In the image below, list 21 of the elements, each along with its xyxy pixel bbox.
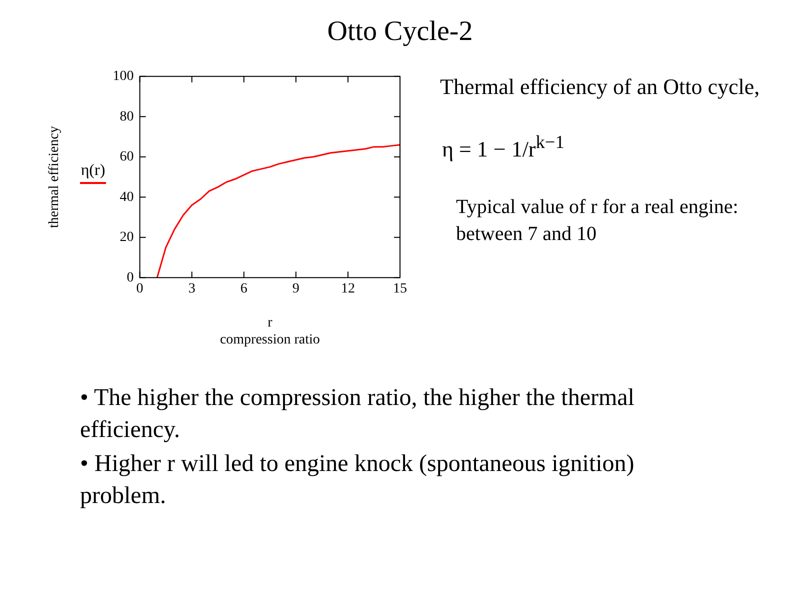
text: • The higher the compression ratio, the higher the thermal efficiency. — [80, 384, 636, 446]
x-tick-label: 0 — [136, 282, 144, 297]
text: Typical value of r for a real engine: between 7 and 10 — [456, 195, 740, 247]
y-tick-label: 0 — [126, 270, 134, 286]
x-tick-label: 12 — [340, 282, 355, 297]
y-tick-label: 40 — [120, 190, 134, 205]
text: • Higher r will led to engine knock (spontaneous ignition) problem. — [80, 450, 636, 512]
y-tick-label: 60 — [120, 150, 134, 165]
x-tick-label: 6 — [240, 282, 248, 297]
x-tick-label: 15 — [393, 282, 407, 297]
text: Thermal efficiency of an Otto cycle, — [440, 73, 761, 101]
text: η = 1 − 1/r$^{k−1}$ — [442, 131, 566, 164]
x-axis-title: r compression ratio — [220, 315, 320, 348]
y-axis-title: thermal efficiency — [47, 126, 62, 228]
y-tick-label: 100 — [112, 69, 134, 84]
x-tick-label: 9 — [292, 282, 300, 297]
x-tick-label: 3 — [188, 282, 196, 297]
y-tick-label: 20 — [120, 230, 134, 246]
y-tick-label: 80 — [120, 109, 134, 124]
text: η(r) — [80, 162, 106, 180]
chart-title: Otto Cycle-2 — [326, 16, 474, 48]
